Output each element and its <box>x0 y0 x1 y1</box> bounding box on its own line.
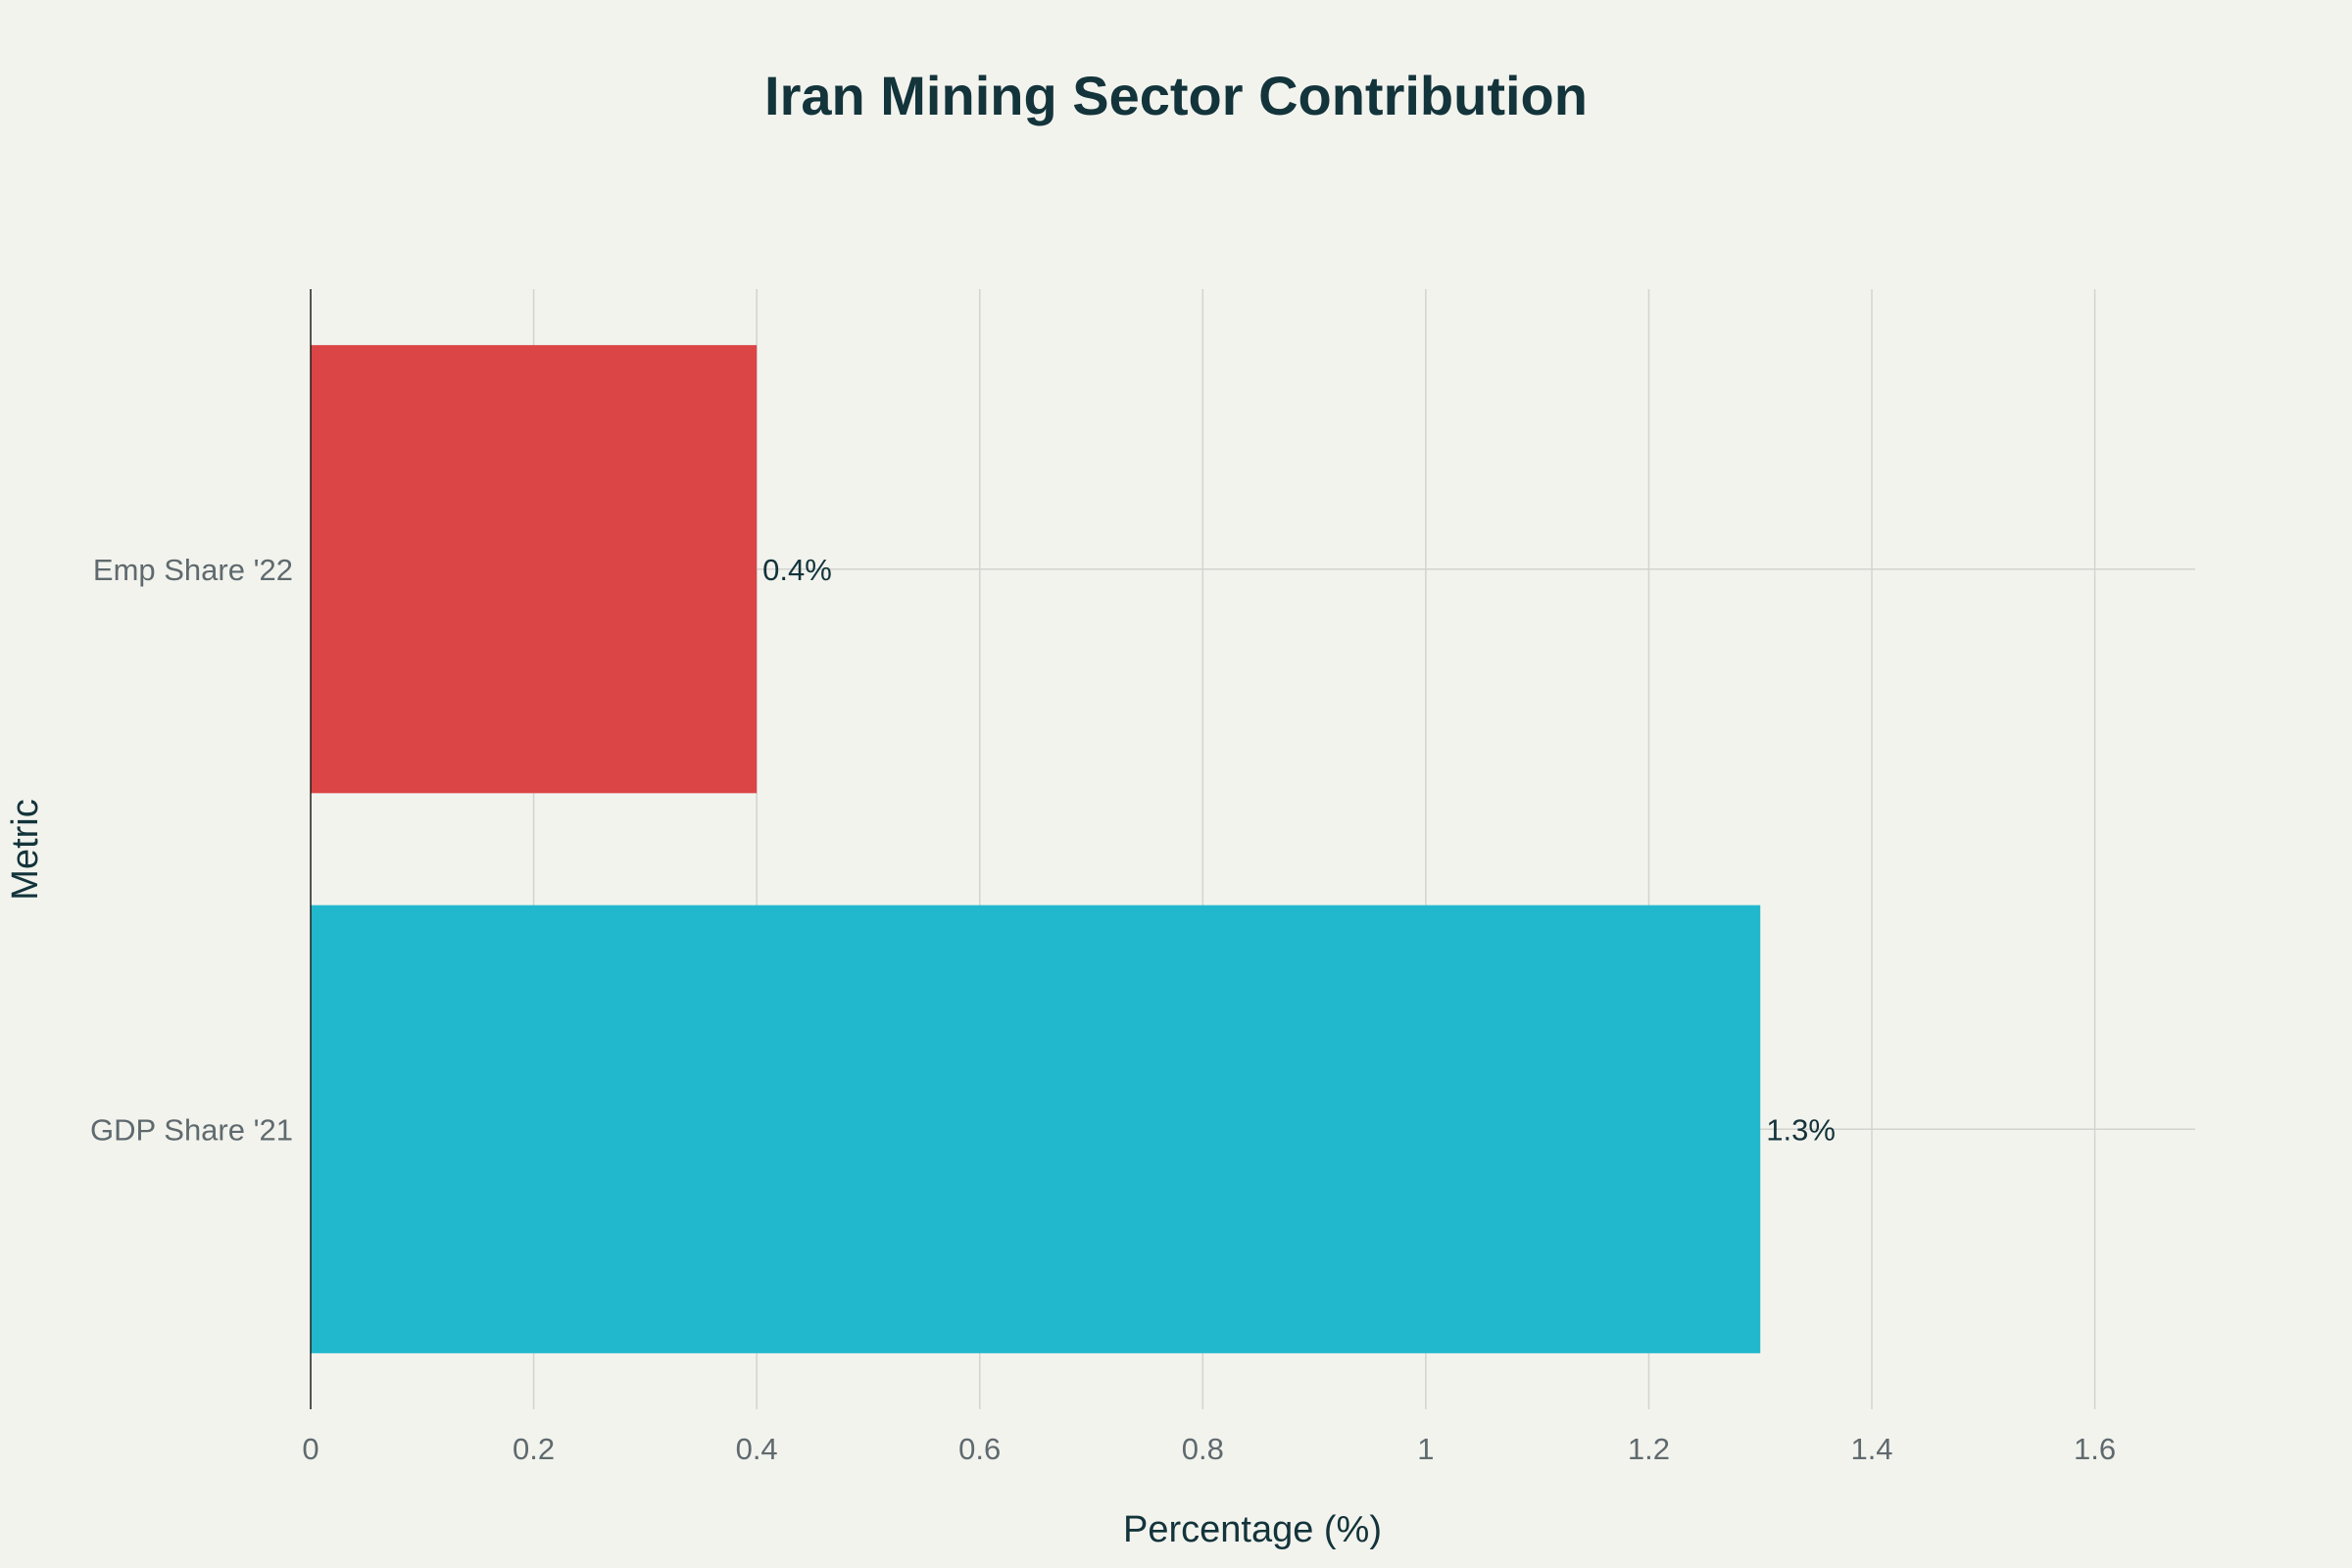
x-tick-label: 0.2 <box>513 1432 555 1466</box>
data-label: 0.4% <box>762 553 832 587</box>
x-axis-title: Percentage (%) <box>1123 1509 1382 1550</box>
x-tick-label: 0 <box>302 1432 318 1466</box>
labels: 0 0.2 0.4 0.6 0.8 1 1.2 1.4 1.6 Emp Share '22 0.4%… <box>90 553 2116 1466</box>
x-tick-label: 0.4 <box>736 1432 778 1466</box>
x-tick-label: 0.8 <box>1182 1432 1224 1466</box>
y-axis-title: Metric <box>5 799 46 900</box>
x-tick-label: 1 <box>1417 1432 1434 1466</box>
y-tick-label: GDP Share '21 <box>90 1112 293 1147</box>
x-tick-label: 1.6 <box>2074 1432 2116 1466</box>
bars <box>311 345 1761 1353</box>
data-label: 1.3% <box>1766 1112 1836 1147</box>
bar <box>311 905 1761 1353</box>
x-tick-label: 0.6 <box>958 1432 1001 1466</box>
chart-title: Iran Mining Sector Contribution <box>764 65 1588 126</box>
y-tick-label: Emp Share '22 <box>93 553 293 587</box>
bar <box>311 345 758 794</box>
x-tick-label: 1.2 <box>1628 1432 1670 1466</box>
x-tick-label: 1.4 <box>1850 1432 1892 1466</box>
